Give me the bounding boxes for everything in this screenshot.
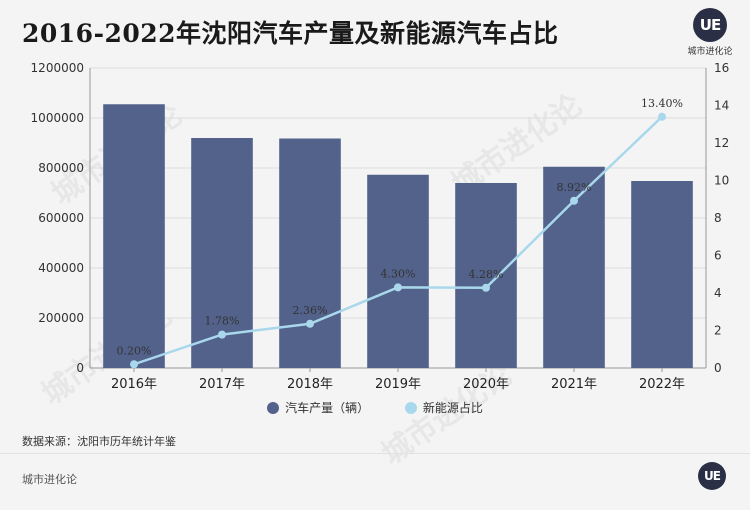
x-tick-label: 2021年 — [551, 377, 597, 392]
y-left-tick-label: 1200000 — [31, 61, 84, 75]
x-tick-label: 2022年 — [639, 377, 685, 392]
chart-legend: 汽车产量（辆） 新能源占比 — [0, 399, 750, 417]
nev-share-data-label: 1.78% — [205, 315, 240, 328]
legend-item-production: 汽车产量（辆） — [267, 399, 369, 416]
nev-share-data-label: 4.28% — [469, 268, 504, 281]
nev-share-data-label: 4.30% — [381, 267, 416, 280]
nev-share-data-label: 8.92% — [557, 181, 592, 194]
combo-chart: 0 200000 400000 600000 800000 1000000 1200000 0… — [31, 61, 730, 392]
y-left-tick-label: 600000 — [38, 211, 84, 225]
y-right-tick-label: 0 — [714, 361, 722, 375]
y-right-tick-label: 16 — [714, 61, 729, 75]
y-left-tick-label: 1000000 — [31, 111, 84, 125]
bar — [279, 138, 341, 368]
nev-share-point — [130, 360, 138, 369]
footer-ue-logo-icon: UE — [698, 462, 726, 490]
nev-share-data-label: 2.36% — [293, 304, 328, 317]
brand-name: 城市进化论 — [687, 47, 733, 57]
y-right-tick-label: 8 — [714, 211, 722, 225]
brand-logo: UE 城市进化论 — [680, 8, 740, 57]
y-right-tick-label: 12 — [714, 136, 729, 150]
y-left-tick-label: 400000 — [38, 261, 84, 275]
nev-share-point — [394, 283, 402, 292]
legend-label-nev-share: 新能源占比 — [422, 401, 483, 415]
nev-share-point — [218, 330, 226, 339]
y-right-tick-label: 6 — [714, 249, 722, 263]
legend-dot-production-icon — [267, 401, 280, 414]
chart-title: 2016-2022年沈阳汽车产量及新能源汽车占比 — [22, 19, 559, 48]
ue-logo-icon: UE — [693, 8, 727, 42]
legend-label-production: 汽车产量（辆） — [285, 401, 370, 415]
bar — [631, 181, 693, 368]
y-left-tick-label: 200000 — [38, 311, 84, 325]
y-right-tick-label: 10 — [714, 174, 729, 188]
x-tick-label: 2020年 — [463, 377, 509, 392]
y-left-tick-label: 800000 — [38, 161, 84, 175]
y-right-tick-label: 2 — [714, 324, 722, 338]
nev-share-data-label: 0.20% — [117, 344, 152, 357]
y-left-tick-label: 0 — [76, 361, 84, 375]
bar — [103, 104, 165, 368]
footer-divider — [0, 453, 750, 454]
nev-share-point — [570, 196, 578, 205]
x-tick-label: 2019年 — [375, 377, 421, 392]
nev-share-point — [658, 112, 666, 121]
legend-dot-nev-icon — [404, 401, 417, 414]
x-tick-label: 2017年 — [199, 377, 245, 392]
y-right-tick-label: 4 — [714, 286, 722, 300]
y-right-tick-label: 14 — [714, 99, 729, 113]
bar — [367, 174, 429, 368]
bar — [191, 138, 253, 368]
nev-share-data-label: 13.40% — [641, 97, 683, 110]
x-tick-label: 2016年 — [111, 377, 157, 392]
data-source-note: 数据来源：沈阳市历年统计年鉴 — [22, 435, 176, 448]
nev-share-point — [306, 319, 314, 328]
x-tick-label: 2018年 — [287, 377, 333, 392]
nev-share-point — [482, 283, 490, 292]
bar — [455, 183, 517, 368]
legend-item-nev-share: 新能源占比 — [404, 399, 483, 416]
footer-brand: 城市进化论 — [22, 473, 77, 486]
